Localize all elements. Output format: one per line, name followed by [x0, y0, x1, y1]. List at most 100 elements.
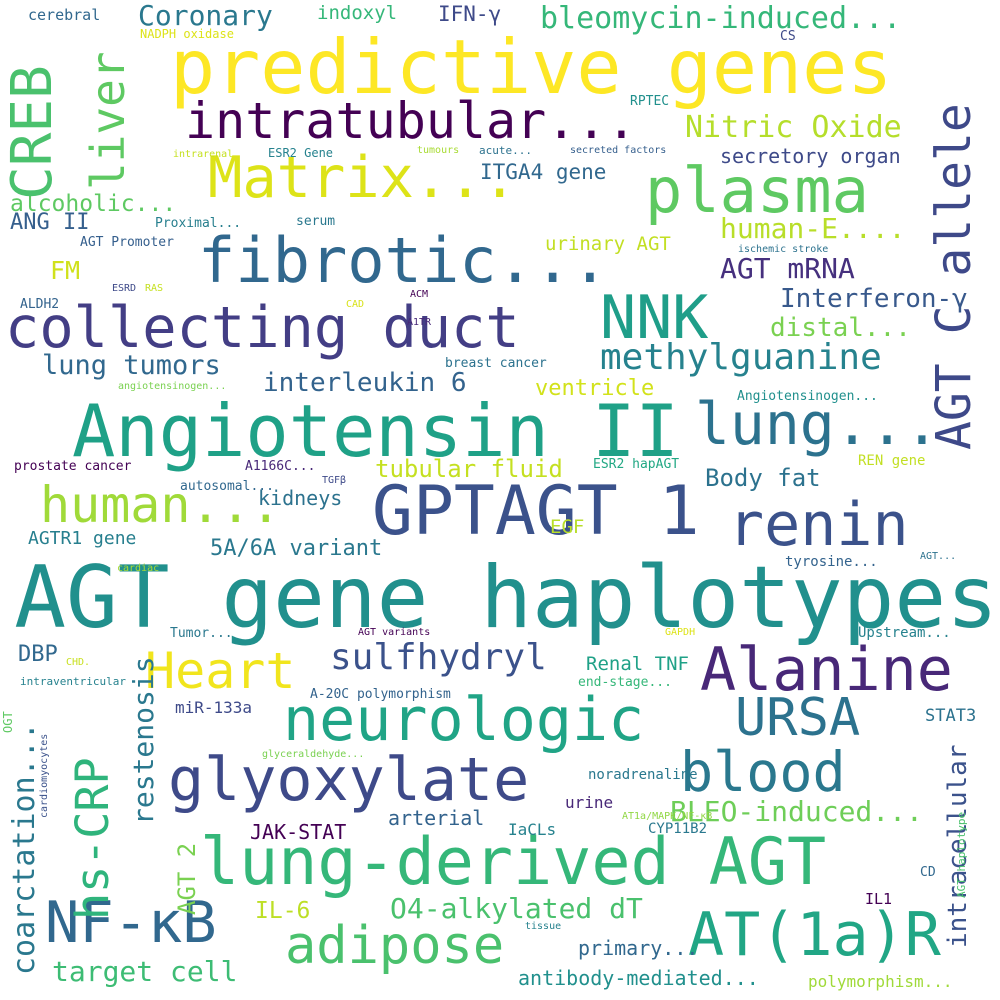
word-96: tumours — [417, 145, 460, 156]
word-32: lung tumors — [42, 350, 221, 381]
word-88: serum — [296, 214, 336, 229]
word-18: blood — [680, 740, 846, 804]
word-87: AGT Promoter — [80, 235, 174, 250]
word-40: 5A/6A variant — [210, 536, 383, 561]
word-13: Alanine — [700, 635, 953, 705]
word-1: predictive genes — [170, 23, 893, 111]
word-92: CS — [780, 29, 796, 44]
word-109: Tumor... — [170, 626, 233, 641]
word-112: CHD. — [66, 657, 91, 668]
word-117: AT1a/MAPK/NF-κB — [622, 811, 713, 822]
word-62: DBP — [18, 642, 58, 667]
word-15: AT(1a)R — [688, 900, 941, 970]
word-65: STAT3 — [925, 706, 977, 726]
word-69: primary... — [578, 936, 699, 960]
word-108: AGT... — [920, 551, 957, 562]
word-98: secreted factors — [570, 145, 667, 156]
word-93: RPTEC — [630, 94, 670, 109]
word-48: indoxyl — [317, 2, 398, 24]
word-29: AGT mRNA — [720, 252, 855, 285]
word-83: REN gene — [858, 453, 926, 469]
word-76: A-20C polymorphism — [310, 687, 451, 702]
word-74: noradrenaline — [588, 767, 698, 783]
word-4: collecting duct — [5, 295, 520, 361]
word-71: polymorphism... — [808, 972, 953, 991]
word-61: IL-6 — [255, 898, 311, 924]
word-99: ischemic stroke — [738, 244, 829, 255]
word-52: hs-CRP — [66, 757, 119, 920]
word-66: urine — [565, 793, 614, 812]
word-58: EGF — [550, 516, 585, 538]
word-59: JAK-STAT — [250, 820, 347, 844]
word-73: AGTR1 gene — [28, 528, 137, 549]
word-104: A1TR — [407, 317, 432, 328]
word-0: AGT gene haplotypes — [14, 548, 998, 648]
word-68: CYP11B2 — [648, 821, 708, 837]
word-33: interleukin 6 — [263, 368, 467, 398]
word-63: miR-133a — [175, 698, 253, 717]
word-16: NF-κB — [45, 890, 217, 956]
word-100: ESRD — [112, 283, 137, 294]
word-110: AGT variants — [358, 627, 431, 638]
word-19: URSA — [735, 688, 861, 748]
word-97: acute... — [479, 144, 532, 157]
word-79: prostate cancer — [14, 459, 132, 474]
word-9: neurologic — [283, 685, 645, 755]
word-84: breast cancer — [445, 356, 547, 371]
word-86: Proximal... — [155, 216, 242, 231]
word-103: ACM — [410, 289, 429, 300]
word-89: ALDH2 — [20, 297, 60, 312]
word-25: Coronary — [138, 0, 273, 32]
word-102: CAD — [346, 299, 365, 310]
word-116: glyceraldehyde... — [262, 749, 365, 760]
word-17: intratubular... — [185, 92, 637, 150]
word-24: sulfhydryl — [330, 637, 547, 678]
word-90: cerebral — [28, 6, 101, 24]
word-51: AGT C allele — [926, 103, 982, 450]
word-114: OGT — [1, 711, 15, 733]
word-119: AGT haplotype — [955, 811, 968, 898]
word-115: cardiomyocytes — [39, 733, 50, 818]
word-54: coarctation... — [7, 722, 42, 975]
word-80: A1166C... — [245, 459, 316, 474]
word-45: ANG II — [10, 210, 90, 235]
word-53: restenosis — [127, 656, 160, 825]
word-111: GAPDH — [665, 627, 696, 638]
word-94: intrarenal — [173, 149, 234, 160]
word-39: Body fat — [705, 464, 821, 492]
word-23: methylguanine — [600, 337, 882, 378]
word-27: Nitric Oxide — [685, 110, 902, 145]
word-35: BLEO-induced... — [670, 795, 923, 828]
word-8: lung-derived AGT — [200, 825, 827, 900]
word-57: kidneys — [258, 486, 343, 510]
word-95: ESR2 Gene — [268, 146, 334, 160]
word-46: FM — [50, 256, 81, 285]
word-11: renin — [728, 490, 909, 560]
word-107: cardiac — [117, 563, 160, 574]
word-60: arterial — [388, 806, 485, 830]
word-38: tubular fluid — [375, 455, 563, 483]
word-50: liver — [81, 51, 135, 190]
word-47: IFN-γ — [438, 2, 502, 26]
word-72: IL1 — [865, 890, 893, 908]
word-7: plasma — [645, 154, 869, 227]
word-21: human... — [40, 476, 281, 534]
word-3: GPTAGT 1 — [372, 472, 700, 551]
word-2: Angiotensin II — [72, 389, 679, 473]
word-82: ESR2 hapAGT — [593, 457, 680, 472]
word-64: Renal TNF — [586, 653, 689, 675]
word-31: distal... — [770, 313, 911, 343]
word-5: fibrotic... — [198, 224, 609, 297]
word-14: NNK — [600, 283, 709, 353]
word-49: CREB — [0, 65, 65, 200]
word-30: Interferon-γ — [780, 284, 968, 314]
word-105: angiotensinogen... — [118, 381, 227, 392]
word-113: intraventricular — [20, 675, 126, 688]
word-67: IaCLs — [508, 820, 557, 839]
word-22: Heart — [145, 642, 296, 700]
word-41: secretory organ — [720, 144, 901, 168]
word-43: alcoholic... — [10, 191, 177, 217]
word-75: Upstream... — [858, 625, 951, 641]
word-118: tissue — [525, 921, 562, 932]
